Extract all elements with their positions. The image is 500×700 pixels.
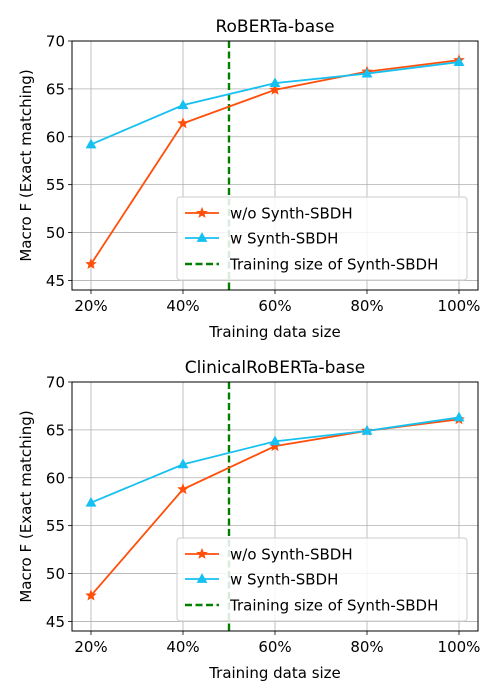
data-point [85,138,97,149]
data-point [177,99,189,110]
data-point [177,483,189,495]
y-tick-label: 65 [46,80,65,98]
x-tick-label: 60% [258,638,291,656]
y-tick-label: 60 [46,128,65,146]
x-axis-label: Training data size [208,323,341,341]
chart-panel-1: 45 50 55 60 65 70 20% 40% 60% 80% 100% RoBERTa-base… [17,17,480,341]
y-axis-label: Macro F (Exact matching) [17,410,35,602]
chart-title: RoBERTa-base [215,17,334,37]
series-2 [85,411,465,507]
y-tick-label: 60 [46,469,65,487]
x-tick-label: 40% [166,297,199,315]
data-point [85,258,97,270]
x-tick-label: 100% [438,638,481,656]
legend-label: w/o Synth-SBDH [230,205,353,223]
y-tick-label: 45 [46,272,65,290]
data-point [85,589,97,601]
x-tick-label: 20% [74,638,107,656]
legend-marker [196,232,208,242]
y-tick-label: 50 [46,565,65,583]
data-point [269,83,281,95]
y-tick-label: 70 [46,33,65,51]
data-point [177,458,189,469]
legend-label: w Synth-SBDH [230,571,338,589]
plot-frame [71,381,479,632]
x-tick-label: 80% [350,638,383,656]
series-2 [85,56,465,149]
legend-box [176,196,468,281]
y-tick-label: 55 [46,517,65,535]
data-point [361,67,373,78]
x-axis-label: Training data size [208,664,341,682]
x-tick-label: 60% [258,297,291,315]
data-point [177,117,189,129]
data-point [269,77,281,88]
data-point [361,425,373,435]
legend-marker [196,547,208,559]
y-tick-label: 45 [46,613,65,631]
x-tick-label: 20% [74,297,107,315]
legend-label: Training size of Synth-SBDH [229,597,438,615]
legend-label: Training size of Synth-SBDH [229,256,438,274]
x-tick-label: 40% [166,638,199,656]
plot-frame [71,40,479,291]
y-tick-label: 50 [46,224,65,242]
y-tick-label: 65 [46,421,65,439]
chart-panel-2: 45 50 55 60 65 70 20% 40% 60% 80% 100% ClinicalRoBE… [17,358,480,682]
legend-box [176,537,468,622]
x-tick-label: 100% [438,297,481,315]
legend: w/o Synth-SBDH w Synth-SBDH Training size … [176,196,468,281]
legend-label: w Synth-SBDH [230,230,338,248]
data-point [453,411,465,422]
data-point [269,435,281,446]
y-tick-label: 55 [46,176,65,194]
y-axis-label: Macro F (Exact matching) [17,69,35,261]
legend-marker [196,573,208,583]
legend-marker [196,206,208,218]
data-point [453,56,465,66]
x-tick-label: 80% [350,297,383,315]
y-tick-label: 70 [46,374,65,392]
legend: w/o Synth-SBDH w Synth-SBDH Training size … [176,537,468,622]
chart-title: ClinicalRoBERTa-base [185,358,365,378]
data-point [85,496,97,507]
legend-label: w/o Synth-SBDH [230,546,353,564]
